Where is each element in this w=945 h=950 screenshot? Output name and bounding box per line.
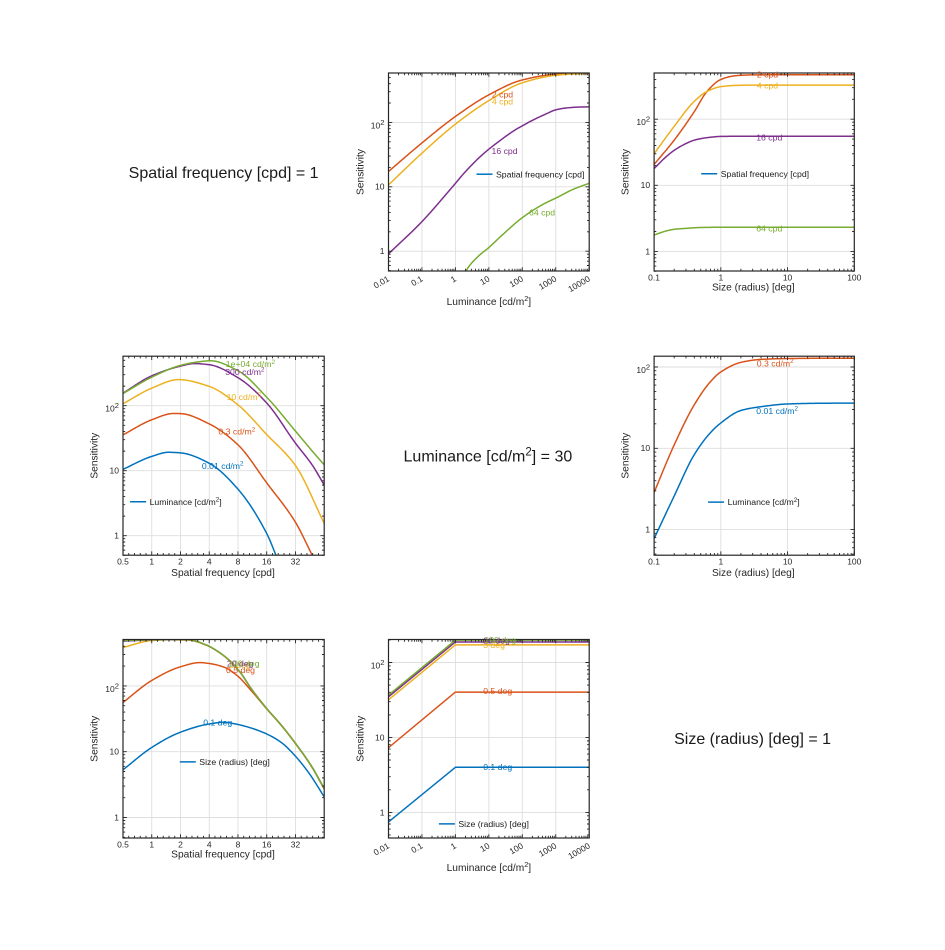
svg-text:0.01 cd/m2​: 0.01 cd/m2​ — [756, 405, 798, 415]
svg-text:Size (radius) [deg]: Size (radius) [deg] — [199, 757, 269, 767]
svg-text:0.5 deg: 0.5 deg — [226, 665, 255, 675]
svg-text:Sensitivity: Sensitivity — [90, 715, 101, 762]
svg-text:Luminance [cd/m2​] = 30: Luminance [cd/m2​] = 30 — [404, 447, 573, 466]
svg-text:100: 100 — [847, 557, 861, 567]
svg-text:Size (radius) [deg] = 1: Size (radius) [deg] = 1 — [674, 731, 831, 748]
svg-text:1e+04 cd/m2​: 1e+04 cd/m2​ — [226, 359, 276, 369]
svg-text:2 cpd: 2 cpd — [757, 70, 778, 80]
svg-text:10: 10 — [783, 272, 793, 282]
svg-text:0.5 deg: 0.5 deg — [483, 686, 512, 696]
svg-text:0.01 cd/m2​: 0.01 cd/m2​ — [202, 461, 244, 471]
svg-text:8: 8 — [236, 557, 241, 567]
svg-text:1: 1 — [449, 273, 458, 284]
svg-text:0.5: 0.5 — [117, 839, 129, 849]
svg-text:Spatial frequency [cpd] = 1: Spatial frequency [cpd] = 1 — [129, 165, 319, 182]
svg-text:2 cpd: 2 cpd — [492, 89, 513, 99]
svg-text:20 deg: 20 deg — [483, 636, 510, 646]
svg-text:10: 10 — [110, 747, 120, 757]
svg-text:20 deg: 20 deg — [227, 658, 254, 668]
svg-text:1: 1 — [380, 246, 385, 256]
svg-text:3 deg: 3 deg — [229, 660, 251, 670]
svg-text:Luminance [cd/m2​]: Luminance [cd/m2​] — [447, 860, 532, 874]
svg-text:0.1 deg: 0.1 deg — [203, 717, 232, 727]
svg-text:100: 100 — [847, 272, 861, 282]
svg-text:1: 1 — [114, 531, 119, 541]
svg-text:10: 10 — [478, 840, 491, 854]
svg-text:4: 4 — [207, 557, 212, 567]
svg-text:Size (radius) [deg]: Size (radius) [deg] — [712, 283, 795, 294]
svg-text:300 cd/m2​: 300 cd/m2​ — [225, 366, 265, 376]
svg-text:64 cpd: 64 cpd — [756, 223, 782, 233]
svg-text:Sensitivity: Sensitivity — [356, 148, 367, 195]
svg-text:1: 1 — [449, 840, 458, 851]
svg-text:32: 32 — [291, 557, 301, 567]
svg-text:Luminance [cd/m2​]: Luminance [cd/m2​] — [150, 496, 222, 506]
svg-text:16: 16 — [262, 557, 272, 567]
svg-text:10: 10 — [783, 557, 793, 567]
svg-text:100 deg: 100 deg — [228, 658, 260, 668]
svg-text:0.1 deg: 0.1 deg — [483, 762, 512, 772]
svg-text:10: 10 — [375, 732, 385, 742]
svg-text:Spatial frequency [cpd]: Spatial frequency [cpd] — [721, 169, 809, 179]
svg-text:10: 10 — [478, 273, 491, 287]
svg-text:Luminance [cd/m2​]: Luminance [cd/m2​] — [728, 497, 800, 507]
svg-text:10: 10 — [641, 180, 651, 190]
svg-text:10: 10 — [375, 182, 385, 192]
svg-text:Sensitivity: Sensitivity — [356, 715, 367, 762]
svg-text:16: 16 — [262, 839, 272, 849]
svg-text:2: 2 — [178, 839, 183, 849]
svg-text:0.3 cd/m2​: 0.3 cd/m2​ — [757, 358, 794, 368]
svg-text:32: 32 — [291, 839, 301, 849]
svg-text:Sensitivity: Sensitivity — [621, 432, 632, 479]
svg-text:1: 1 — [645, 525, 650, 535]
svg-text:10: 10 — [641, 443, 651, 453]
svg-text:Spatial frequency [cpd]: Spatial frequency [cpd] — [171, 568, 275, 579]
svg-text:0.1: 0.1 — [648, 557, 660, 567]
svg-text:4 cpd: 4 cpd — [757, 81, 778, 91]
svg-text:64 cpd: 64 cpd — [529, 207, 555, 217]
svg-text:1: 1 — [380, 807, 385, 817]
svg-text:1: 1 — [114, 812, 119, 822]
svg-text:10: 10 — [110, 466, 120, 476]
svg-text:Sensitivity: Sensitivity — [621, 148, 632, 195]
svg-text:1: 1 — [718, 557, 723, 567]
svg-text:Size (radius) [deg]: Size (radius) [deg] — [712, 568, 795, 579]
svg-text:Spatial frequency [cpd]: Spatial frequency [cpd] — [171, 850, 275, 861]
svg-text:1: 1 — [149, 557, 154, 567]
svg-text:4 cpd: 4 cpd — [492, 96, 513, 106]
svg-text:1: 1 — [645, 246, 650, 256]
svg-text:Luminance [cd/m2​]: Luminance [cd/m2​] — [447, 294, 532, 308]
svg-text:1: 1 — [718, 272, 723, 282]
svg-text:10 cd/m2​: 10 cd/m2​ — [227, 392, 262, 402]
svg-text:0.5: 0.5 — [117, 557, 129, 567]
svg-text:16 cpd: 16 cpd — [492, 146, 518, 156]
svg-text:2: 2 — [178, 557, 183, 567]
svg-text:Spatial frequency [cpd]: Spatial frequency [cpd] — [496, 169, 584, 179]
svg-text:0.3 cd/m2​: 0.3 cd/m2​ — [218, 426, 255, 436]
svg-text:0.1: 0.1 — [648, 272, 660, 282]
svg-text:1: 1 — [149, 839, 154, 849]
svg-text:Sensitivity: Sensitivity — [90, 432, 101, 479]
svg-text:3 deg: 3 deg — [483, 640, 505, 650]
svg-text:4: 4 — [207, 839, 212, 849]
svg-text:8: 8 — [236, 839, 241, 849]
svg-text:16 cpd: 16 cpd — [756, 132, 782, 142]
svg-text:Size (radius) [deg]: Size (radius) [deg] — [458, 819, 529, 829]
svg-text:100 deg: 100 deg — [485, 635, 517, 645]
